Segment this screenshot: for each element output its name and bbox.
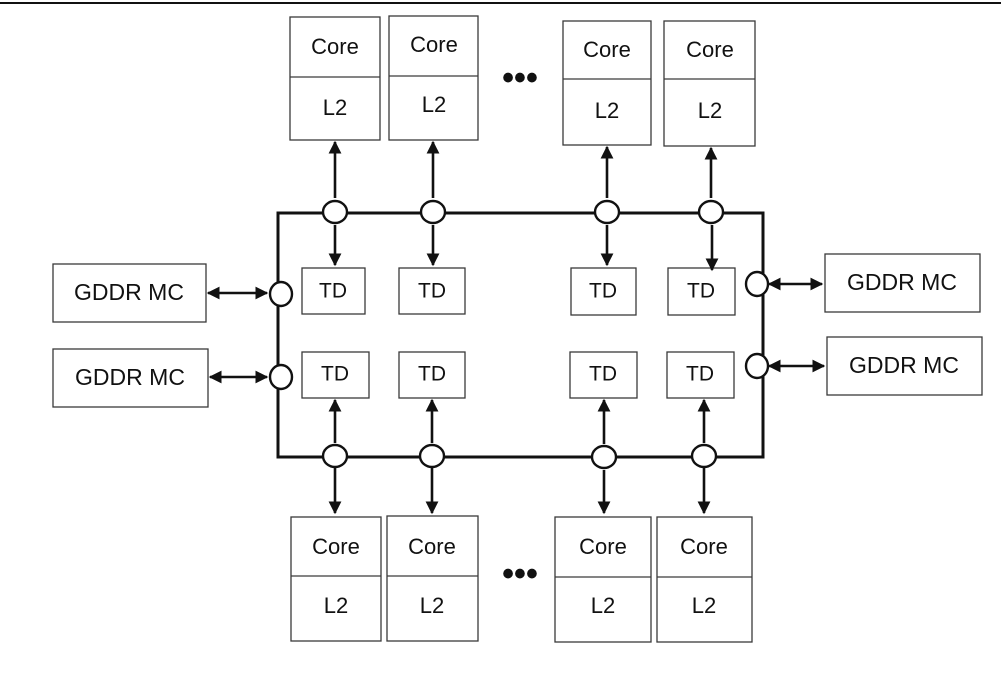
ring-stop-right-2 <box>744 352 770 380</box>
core-label: Core <box>408 534 456 559</box>
top-core-1: Core L2 <box>289 16 381 141</box>
ring-stop-bottom-2 <box>418 443 446 469</box>
top-ellipsis: ••• <box>502 59 538 97</box>
ring-stop-right-1 <box>744 270 770 298</box>
td-upper-2: TD <box>398 267 466 315</box>
top-core-2: Core L2 <box>388 15 479 141</box>
l2-label: L2 <box>692 593 716 618</box>
top-core-4: Core L2 <box>663 20 756 147</box>
core-label: Core <box>410 32 458 57</box>
top-links <box>328 140 719 272</box>
td-lower-1: TD <box>301 351 370 399</box>
td-label: TD <box>418 280 446 303</box>
ring-stop-top-4 <box>697 199 725 225</box>
core-label: Core <box>311 34 359 59</box>
td-label: TD <box>686 363 714 386</box>
ring-stop-top-3 <box>593 199 621 225</box>
gddr-mc-left-top: GDDR MC <box>52 263 207 323</box>
core-label: Core <box>579 534 627 559</box>
gddr-mc-right-top: GDDR MC <box>824 253 981 313</box>
td-lower-4: TD <box>666 351 735 399</box>
top-core-3: Core L2 <box>562 20 652 146</box>
td-label: TD <box>589 280 617 303</box>
ring-stop-top-2 <box>419 199 447 225</box>
gddr-mc-right-bottom: GDDR MC <box>826 336 983 396</box>
td-label: TD <box>687 280 715 303</box>
mc-links <box>206 277 826 384</box>
l2-label: L2 <box>591 593 615 618</box>
td-lower-3: TD <box>569 351 638 399</box>
ring-stop-left-1 <box>268 280 294 308</box>
td-label: TD <box>589 363 617 386</box>
l2-label: L2 <box>420 593 444 618</box>
gddr-mc-left-bottom: GDDR MC <box>52 348 209 408</box>
l2-label: L2 <box>595 98 619 123</box>
td-upper-3: TD <box>570 267 637 316</box>
td-lower-2: TD <box>398 351 466 399</box>
ring-bus <box>276 211 765 459</box>
ring-stop-left-2 <box>268 363 294 391</box>
l2-label: L2 <box>324 593 348 618</box>
l2-label: L2 <box>698 98 722 123</box>
td-upper-4: TD <box>667 267 736 316</box>
bottom-core-3: Core L2 <box>554 516 652 643</box>
ring-stops <box>268 199 770 470</box>
td-upper-1: TD <box>301 267 366 315</box>
ring-stop-bottom-1 <box>321 443 349 469</box>
mc-label: GDDR MC <box>847 269 957 295</box>
core-label: Core <box>680 534 728 559</box>
mc-label: GDDR MC <box>75 364 185 390</box>
bottom-core-4: Core L2 <box>656 516 753 643</box>
td-label: TD <box>418 363 446 386</box>
core-label: Core <box>583 37 631 62</box>
bottom-ellipsis: ••• <box>502 555 538 593</box>
td-label: TD <box>319 280 347 303</box>
mc-label: GDDR MC <box>849 352 959 378</box>
core-label: Core <box>686 37 734 62</box>
ring-stop-top-1 <box>321 199 349 225</box>
ring-stop-bottom-4 <box>690 443 718 469</box>
l2-label: L2 <box>422 92 446 117</box>
bottom-core-1: Core L2 <box>290 516 382 642</box>
mc-label: GDDR MC <box>74 279 184 305</box>
l2-label: L2 <box>323 95 347 120</box>
td-label: TD <box>321 363 349 386</box>
core-label: Core <box>312 534 360 559</box>
ring-stop-bottom-3 <box>590 444 618 470</box>
bottom-core-2: Core L2 <box>386 515 479 642</box>
bottom-links <box>328 398 711 515</box>
